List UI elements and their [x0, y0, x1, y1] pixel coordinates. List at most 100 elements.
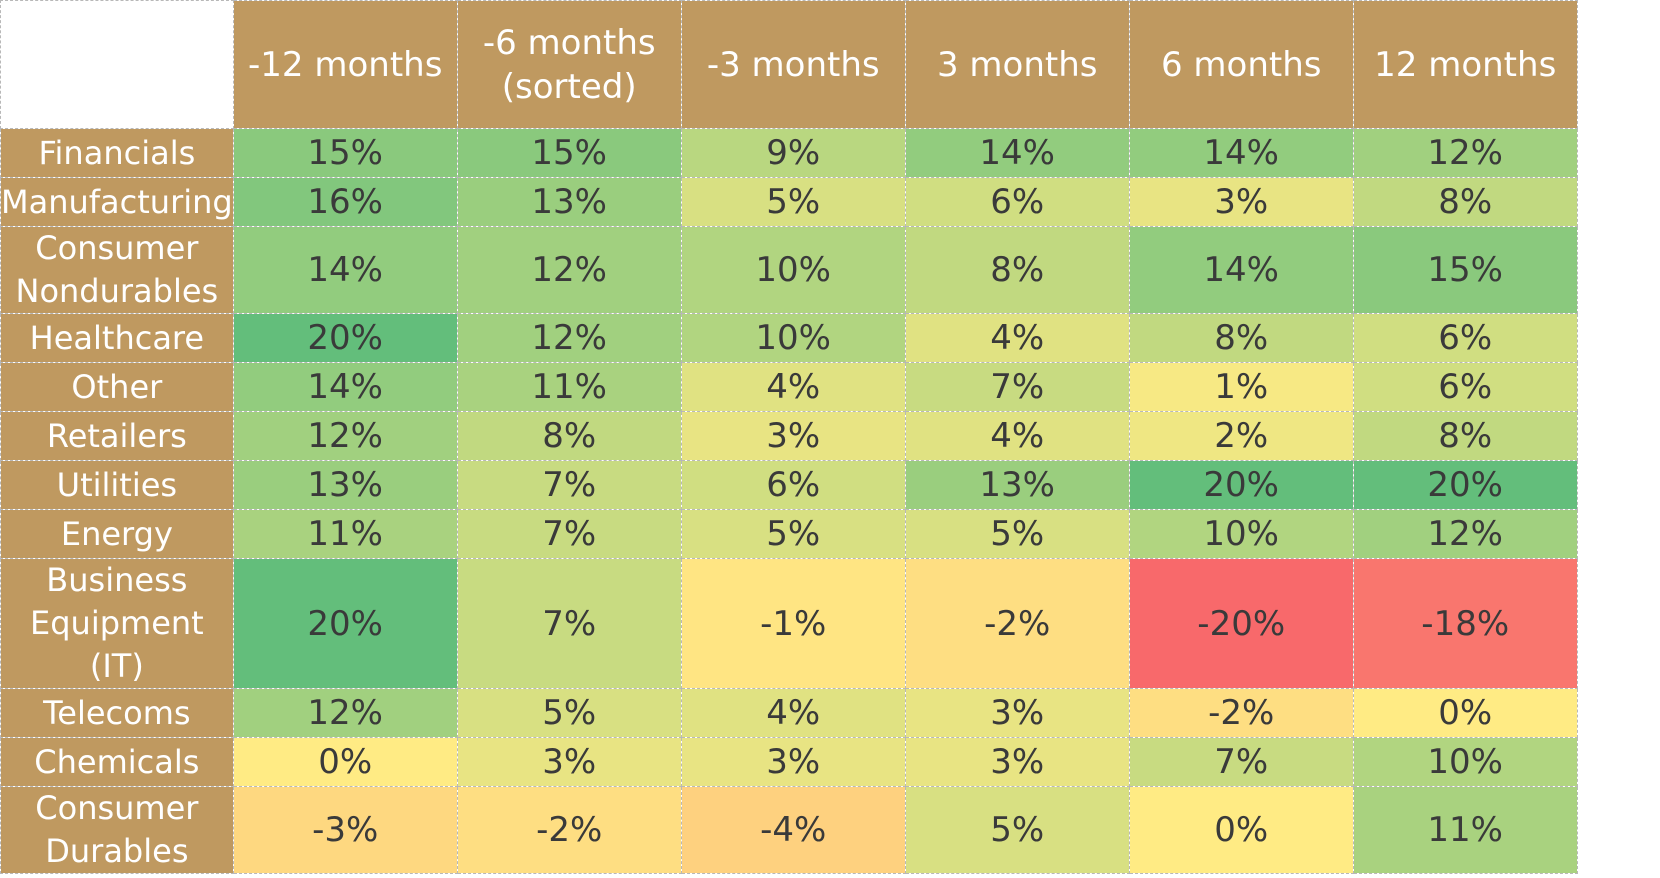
table-row: Utilities 13% 7% 6% 13% 20% 20% — [0, 460, 1578, 510]
table-row: Chemicals 0% 3% 3% 3% 7% 10% — [0, 737, 1578, 787]
table-row: Healthcare 20% 12% 10% 4% 8% 6% — [0, 313, 1578, 363]
heatmap-cell: -2% — [1128, 688, 1354, 738]
heatmap-cell: 6% — [680, 460, 906, 510]
row-label: Energy — [0, 509, 234, 559]
heatmap-cell: 7% — [456, 460, 682, 510]
table-row: Financials 15% 15% 9% 14% 14% 12% — [0, 128, 1578, 178]
heatmap-cell: -4% — [680, 786, 906, 874]
heatmap-cell: 5% — [904, 786, 1130, 874]
heatmap-cell: 6% — [1352, 313, 1578, 363]
heatmap-cell: 14% — [1128, 226, 1354, 314]
heatmap-cell: 10% — [680, 226, 906, 314]
table-row: Other 14% 11% 4% 7% 1% 6% — [0, 362, 1578, 412]
table-row: Business Equipment (IT) 20% 7% -1% -2% -20% -1… — [0, 558, 1578, 689]
heatmap-cell: 8% — [456, 411, 682, 461]
heatmap-cell: 15% — [1352, 226, 1578, 314]
row-label: Manufacturing — [0, 177, 234, 227]
row-label: Other — [0, 362, 234, 412]
table-row: Retailers 12% 8% 3% 4% 2% 8% — [0, 411, 1578, 461]
heatmap-cell: 15% — [456, 128, 682, 178]
heatmap-cell: 13% — [904, 460, 1130, 510]
column-header: -6 months (sorted) — [456, 0, 682, 129]
row-label: Financials — [0, 128, 234, 178]
heatmap-cell: 3% — [1128, 177, 1354, 227]
heatmap-cell: 7% — [456, 509, 682, 559]
heatmap-cell: -20% — [1128, 558, 1354, 689]
column-header: -3 months — [680, 0, 906, 129]
column-header: 3 months — [904, 0, 1130, 129]
heatmap-cell: 11% — [1352, 786, 1578, 874]
column-header: -12 months — [232, 0, 458, 129]
heatmap-cell: 0% — [232, 737, 458, 787]
heatmap-cell: 1% — [1128, 362, 1354, 412]
heatmap-cell: 14% — [232, 362, 458, 412]
corner-cell — [0, 0, 234, 129]
heatmap-cell: 3% — [680, 737, 906, 787]
heatmap-cell: 12% — [1352, 128, 1578, 178]
table-row: Telecoms 12% 5% 4% 3% -2% 0% — [0, 688, 1578, 738]
table-row: Consumer Durables -3% -2% -4% 5% 0% 11% — [0, 786, 1578, 874]
row-label: Healthcare — [0, 313, 234, 363]
row-label: Chemicals — [0, 737, 234, 787]
heatmap-cell: 3% — [680, 411, 906, 461]
heatmap-cell: 14% — [1128, 128, 1354, 178]
heatmap-cell: 0% — [1128, 786, 1354, 874]
heatmap-cell: 14% — [232, 226, 458, 314]
heatmap-cell: 2% — [1128, 411, 1354, 461]
row-label: Telecoms — [0, 688, 234, 738]
heatmap-cell: 20% — [232, 313, 458, 363]
heatmap-cell: 5% — [680, 177, 906, 227]
heatmap-cell: 3% — [904, 737, 1130, 787]
heatmap-cell: -2% — [904, 558, 1130, 689]
heatmap-cell: 6% — [1352, 362, 1578, 412]
heatmap-cell: 12% — [1352, 509, 1578, 559]
heatmap-cell: 7% — [1128, 737, 1354, 787]
heatmap-cell: 8% — [904, 226, 1130, 314]
heatmap-cell: 10% — [1352, 737, 1578, 787]
heatmap-cell: 6% — [904, 177, 1130, 227]
header-row: -12 months -6 months (sorted) -3 months … — [0, 0, 1578, 129]
heatmap-cell: 5% — [680, 509, 906, 559]
heatmap-cell: 10% — [1128, 509, 1354, 559]
row-label: Business Equipment (IT) — [0, 558, 234, 689]
heatmap-cell: 20% — [232, 558, 458, 689]
heatmap-cell: 4% — [904, 313, 1130, 363]
heatmap-cell: 9% — [680, 128, 906, 178]
heatmap-cell: 16% — [232, 177, 458, 227]
heatmap-cell: 15% — [232, 128, 458, 178]
row-label: Utilities — [0, 460, 234, 510]
heatmap-cell: 0% — [1352, 688, 1578, 738]
heatmap-body: Financials 15% 15% 9% 14% 14% 12% Manufacturing… — [0, 128, 1578, 874]
heatmap-cell: -18% — [1352, 558, 1578, 689]
column-header: 6 months — [1128, 0, 1354, 129]
row-label: Retailers — [0, 411, 234, 461]
heatmap-cell: 8% — [1352, 411, 1578, 461]
heatmap-cell: 12% — [456, 226, 682, 314]
heatmap-cell: 3% — [456, 737, 682, 787]
heatmap-cell: 8% — [1352, 177, 1578, 227]
heatmap-cell: 14% — [904, 128, 1130, 178]
row-label: Consumer Durables — [0, 786, 234, 874]
heatmap-cell: 10% — [680, 313, 906, 363]
heatmap-cell: -2% — [456, 786, 682, 874]
heatmap-cell: 12% — [232, 688, 458, 738]
heatmap-cell: 4% — [904, 411, 1130, 461]
heatmap-cell: 13% — [232, 460, 458, 510]
heatmap-cell: 4% — [680, 688, 906, 738]
heatmap-cell: 5% — [456, 688, 682, 738]
heatmap-cell: 11% — [456, 362, 682, 412]
heatmap-cell: 5% — [904, 509, 1130, 559]
heatmap-cell: -3% — [232, 786, 458, 874]
heatmap-cell: 3% — [904, 688, 1130, 738]
heatmap-cell: 20% — [1128, 460, 1354, 510]
heatmap-cell: -1% — [680, 558, 906, 689]
returns-heatmap: -12 months -6 months (sorted) -3 months … — [0, 0, 1578, 874]
heatmap-cell: 12% — [232, 411, 458, 461]
row-label: Consumer Nondurables — [0, 226, 234, 314]
heatmap-cell: 4% — [680, 362, 906, 412]
heatmap-cell: 12% — [456, 313, 682, 363]
heatmap-cell: 8% — [1128, 313, 1354, 363]
table-row: Manufacturing 16% 13% 5% 6% 3% 8% — [0, 177, 1578, 227]
heatmap-cell: 20% — [1352, 460, 1578, 510]
heatmap-cell: 7% — [456, 558, 682, 689]
